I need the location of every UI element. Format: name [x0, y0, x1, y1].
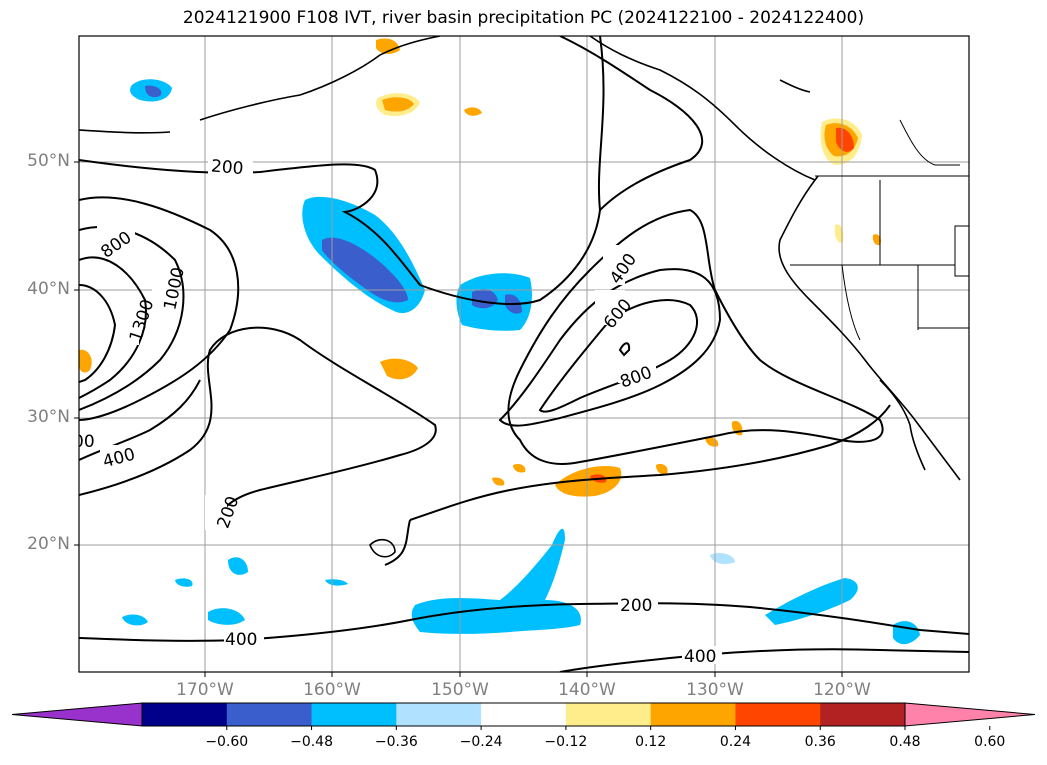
- contour-label: 00: [73, 432, 95, 452]
- negative-anomaly-blob: [175, 578, 193, 587]
- lon-label: 120°W: [813, 680, 871, 700]
- negative-anomaly-blob: [765, 578, 858, 625]
- positive-anomaly-blob: [872, 234, 881, 246]
- positive-anomaly-blob: [464, 107, 482, 116]
- colorbar-segment: [226, 703, 313, 726]
- coastlines: [79, 36, 961, 558]
- colorbar-segment: [481, 703, 567, 726]
- graticule: [79, 36, 969, 672]
- positive-anomaly-blob: [382, 97, 414, 112]
- colorbar-tick-label: −0.60: [205, 734, 249, 750]
- negative-anomaly-blob: [893, 621, 920, 645]
- positive-anomaly-blob: [492, 477, 505, 486]
- lat-label: 40°N: [27, 279, 70, 299]
- political-borders: [790, 119, 969, 341]
- negative-anomaly-blob: [208, 608, 245, 625]
- negative-anomaly-blob: [325, 579, 348, 586]
- lon-label: 130°W: [686, 680, 744, 700]
- positive-anomaly-blob: [836, 127, 854, 152]
- colorbar-segment: [142, 703, 228, 726]
- positive-anomaly-blob: [380, 358, 418, 380]
- colorbar-extend-max: [904, 702, 1036, 727]
- precipitation-shading: [79, 38, 920, 645]
- contour-label: 200: [620, 596, 652, 616]
- colorbar-segment: [820, 703, 906, 726]
- positive-anomaly-blob: [376, 38, 400, 54]
- lat-label: 50°N: [27, 151, 70, 171]
- axis-ticks: [74, 161, 843, 677]
- colorbar-segment: [565, 703, 652, 726]
- colorbar-frame: [141, 702, 906, 727]
- colorbar-segment: [396, 703, 482, 726]
- colorbar-extend-min: [11, 702, 143, 727]
- negative-anomaly-core: [145, 85, 162, 98]
- lat-label: 20°N: [27, 534, 70, 554]
- lon-label: 170°W: [176, 680, 234, 700]
- colorbar-tick-label: −0.36: [374, 734, 418, 750]
- colorbar-tick-label: 0.60: [974, 734, 1006, 750]
- lon-label: 150°W: [431, 680, 489, 700]
- positive-anomaly-blob: [656, 464, 668, 475]
- contour-label: 200: [210, 156, 244, 179]
- negative-anomaly-blob: [228, 557, 248, 575]
- colorbar-segment: [650, 703, 736, 726]
- map-frame: [78, 35, 970, 673]
- colorbar-tick-label: −0.48: [290, 734, 333, 750]
- colorbar-tick-label: 0.48: [889, 734, 921, 750]
- contour-labels: 200 800 1000 1300 400 200 400 600 800 20…: [73, 156, 722, 667]
- colorbar-tick-label: −0.24: [459, 734, 503, 750]
- positive-anomaly-blob: [834, 224, 844, 243]
- colorbar-segment: [735, 703, 821, 726]
- lon-label: 160°W: [303, 680, 361, 700]
- colorbar-tick-label: 0.36: [804, 734, 836, 750]
- negative-anomaly-blob: [710, 552, 735, 564]
- positive-anomaly-blob: [79, 349, 92, 373]
- lat-label: 30°N: [27, 407, 70, 427]
- contour-label: 400: [684, 647, 716, 667]
- positive-anomaly-blob: [513, 463, 526, 473]
- colorbar-tick-label: −0.12: [544, 734, 588, 750]
- negative-anomaly-blob: [411, 528, 581, 634]
- map-title: 2024121900 F108 IVT, river basin precipi…: [182, 8, 865, 28]
- colorbar-tick-label: 0.12: [635, 734, 667, 750]
- colorbar: [11, 702, 1036, 730]
- negative-anomaly-core: [322, 237, 408, 303]
- colorbar-tick-label: 0.24: [719, 734, 752, 750]
- colorbar-segment: [311, 703, 397, 726]
- positive-anomaly-blob: [555, 465, 622, 497]
- lon-label: 140°W: [558, 680, 616, 700]
- contour-label: 400: [225, 630, 257, 650]
- negative-anomaly-blob: [122, 614, 148, 626]
